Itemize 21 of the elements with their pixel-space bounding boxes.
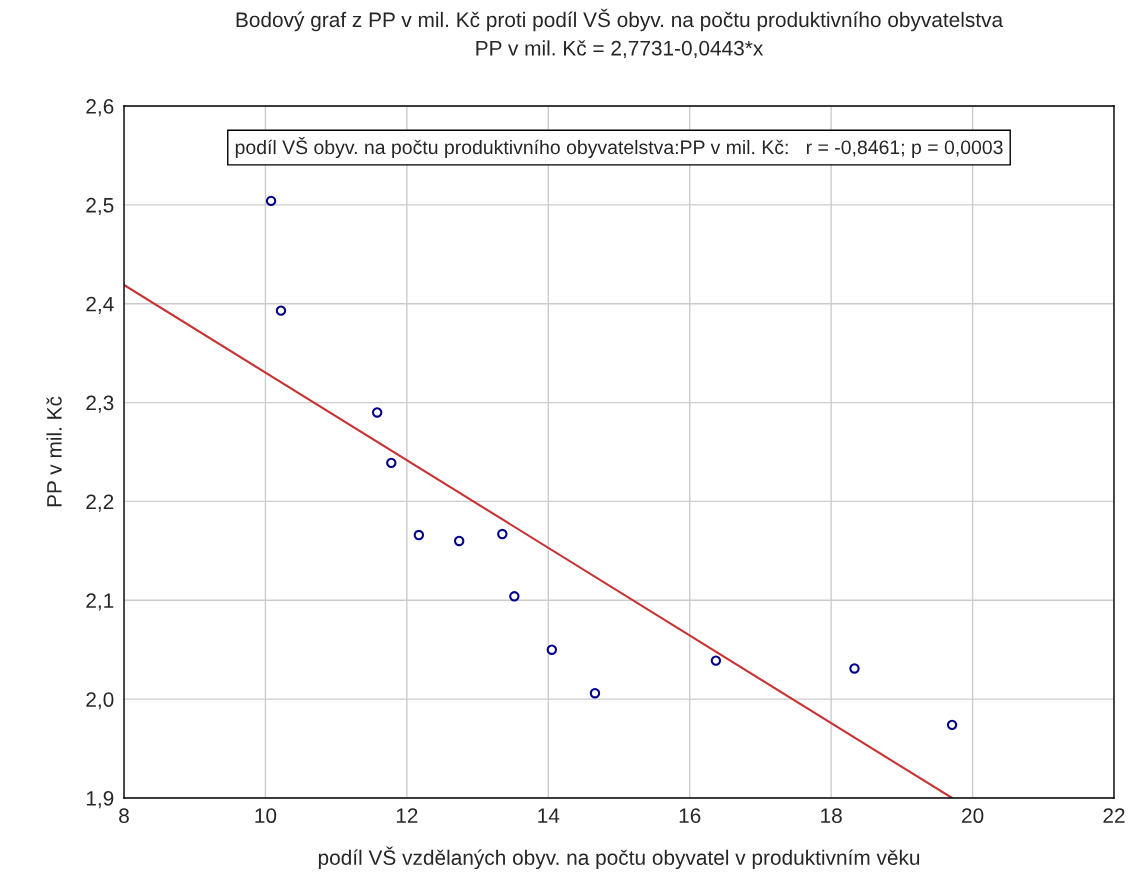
x-tick-label: 12 xyxy=(396,808,418,823)
chart-title: Bodový graf z PP v mil. Kč proti podíl VŠ obyv. na počtu produktivního obyvatelstva xyxy=(236,8,1004,32)
x-tick-label: 20 xyxy=(962,808,984,824)
y-tick-label: 2,6 xyxy=(86,99,114,117)
x-tick-label: 16 xyxy=(679,808,701,824)
y-tick-label: 1,9 xyxy=(86,791,114,809)
y-tick-label: 2,4 xyxy=(86,296,114,314)
x-tick-label: 10 xyxy=(255,808,277,824)
y-tick-label: 2,0 xyxy=(86,692,114,710)
y-tick-label: 2,2 xyxy=(86,494,114,512)
chart-subtitle: PP v mil. Kč = 2,7731-0,0443*x xyxy=(476,40,764,59)
x-tick-label: 8 xyxy=(119,808,129,824)
x-axis-title: podíl VŠ vzdělaných obyv. na počtu obyvatel v produktivním věku xyxy=(318,846,920,870)
annotation: podíl VŠ obyv. na počtu produktivního obyvatelstva:PP v mil. Kč: r = -0,8461; p = 0,0003 xyxy=(235,137,1003,159)
y-tick-label: 2,3 xyxy=(86,395,114,413)
x-tick-label: 22 xyxy=(1103,808,1125,823)
x-tick-label: 18 xyxy=(821,808,842,824)
y-tick-label: 2,1 xyxy=(86,593,114,611)
x-tick-label: 14 xyxy=(538,808,560,823)
y-axis-title: PP v mil. Kč xyxy=(46,396,62,507)
y-tick-label: 2,5 xyxy=(86,197,114,216)
